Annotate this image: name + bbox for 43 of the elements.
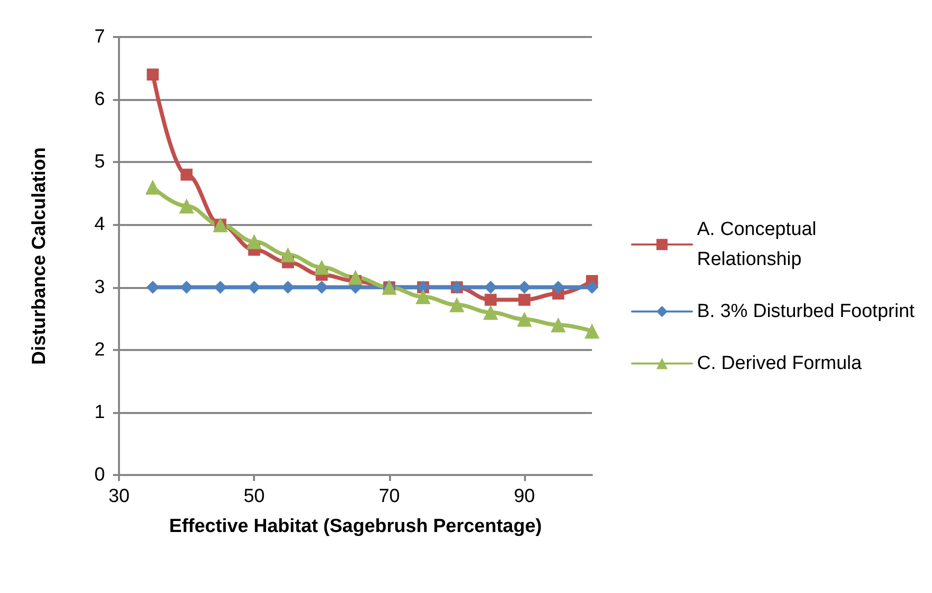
point — [180, 168, 193, 181]
point — [516, 312, 532, 327]
y-tick-label: 6 — [94, 89, 105, 110]
point — [484, 280, 498, 294]
y-tick-label: 0 — [94, 464, 105, 486]
legend-label: A. Conceptual Relationship — [697, 219, 822, 270]
point — [180, 280, 194, 294]
point — [483, 304, 498, 320]
point — [518, 280, 531, 294]
y-tick-label: 2 — [94, 339, 105, 360]
point — [449, 297, 464, 312]
point — [281, 280, 294, 294]
y-tick-label: 1 — [94, 402, 105, 423]
y-tick-label: 5 — [94, 152, 105, 173]
x-tick-label: 90 — [514, 486, 535, 507]
y-tick-label: 3 — [94, 276, 105, 298]
point — [552, 280, 565, 294]
point — [584, 324, 600, 339]
x-tick-label: 70 — [378, 486, 400, 507]
point — [214, 280, 227, 294]
point — [550, 317, 566, 332]
point — [146, 280, 160, 294]
point — [416, 289, 431, 304]
point — [315, 280, 328, 294]
point — [146, 68, 159, 81]
point — [246, 234, 262, 250]
point — [280, 247, 296, 262]
y-tick-label: 7 — [94, 26, 105, 48]
y-axis-title: Disturbance Calculation — [29, 147, 50, 365]
legend-label: C. Derived Formula — [697, 353, 862, 374]
point — [314, 260, 330, 275]
x-tick-label: 30 — [108, 486, 130, 507]
point — [348, 270, 363, 285]
y-tick-label: 4 — [94, 214, 106, 236]
point — [179, 198, 194, 214]
point — [484, 294, 497, 306]
legend-label: B. 3% Disturbed Footprint — [697, 301, 916, 322]
point — [248, 280, 261, 294]
x-axis-title: Effective Habitat (Sagebrush Percentage) — [169, 516, 542, 537]
x-tick-label: 50 — [244, 486, 265, 507]
point — [145, 180, 160, 195]
point — [586, 280, 598, 294]
point — [518, 294, 530, 306]
